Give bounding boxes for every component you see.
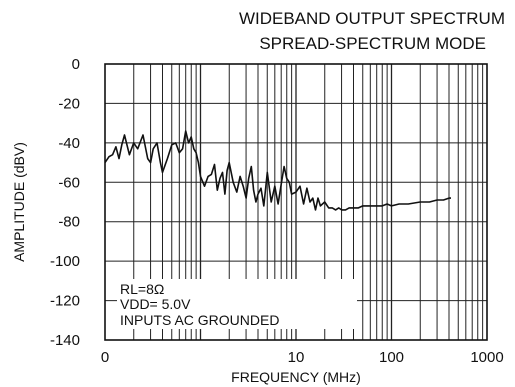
y-tick-label: 0 bbox=[72, 56, 80, 73]
x-tick-label: 0 bbox=[101, 349, 109, 366]
x-axis-label: FREQUENCY (MHz) bbox=[231, 369, 361, 385]
annotation-inputs: INPUTS AC GROUNDED bbox=[120, 312, 279, 328]
spectrum-trace bbox=[104, 130, 451, 211]
annotation-box: RL=8Ω VDD= 5.0V INPUTS AC GROUNDED bbox=[117, 279, 357, 329]
x-tick-label: 10 bbox=[288, 349, 305, 366]
chart-subtitle: SPREAD-SPECTRUM MODE bbox=[259, 34, 486, 53]
y-tick-label: -40 bbox=[58, 135, 80, 152]
y-axis-label: AMPLITUDE (dBV) bbox=[11, 142, 27, 262]
annotation-vdd: VDD= 5.0V bbox=[120, 296, 191, 312]
chart-title: WIDEBAND OUTPUT SPECTRUM bbox=[239, 9, 505, 28]
x-tick-label: 100 bbox=[379, 349, 404, 366]
y-tick-label: -100 bbox=[50, 253, 80, 270]
y-tick-label: -20 bbox=[58, 95, 80, 112]
y-tick-label: -80 bbox=[58, 214, 80, 231]
annotation-rl: RL=8Ω bbox=[120, 281, 164, 297]
series-layer bbox=[104, 130, 451, 211]
y-tick-label: -140 bbox=[50, 332, 80, 349]
y-tick-label: -60 bbox=[58, 174, 80, 191]
y-tick-label: -120 bbox=[50, 293, 80, 310]
x-tick-labels: 0 10 100 1000 bbox=[101, 349, 504, 366]
x-tick-label: 1000 bbox=[470, 349, 503, 366]
plot-frame bbox=[104, 63, 488, 341]
y-tick-labels: 0 -20 -40 -60 -80 -100 -120 -140 bbox=[50, 56, 80, 349]
